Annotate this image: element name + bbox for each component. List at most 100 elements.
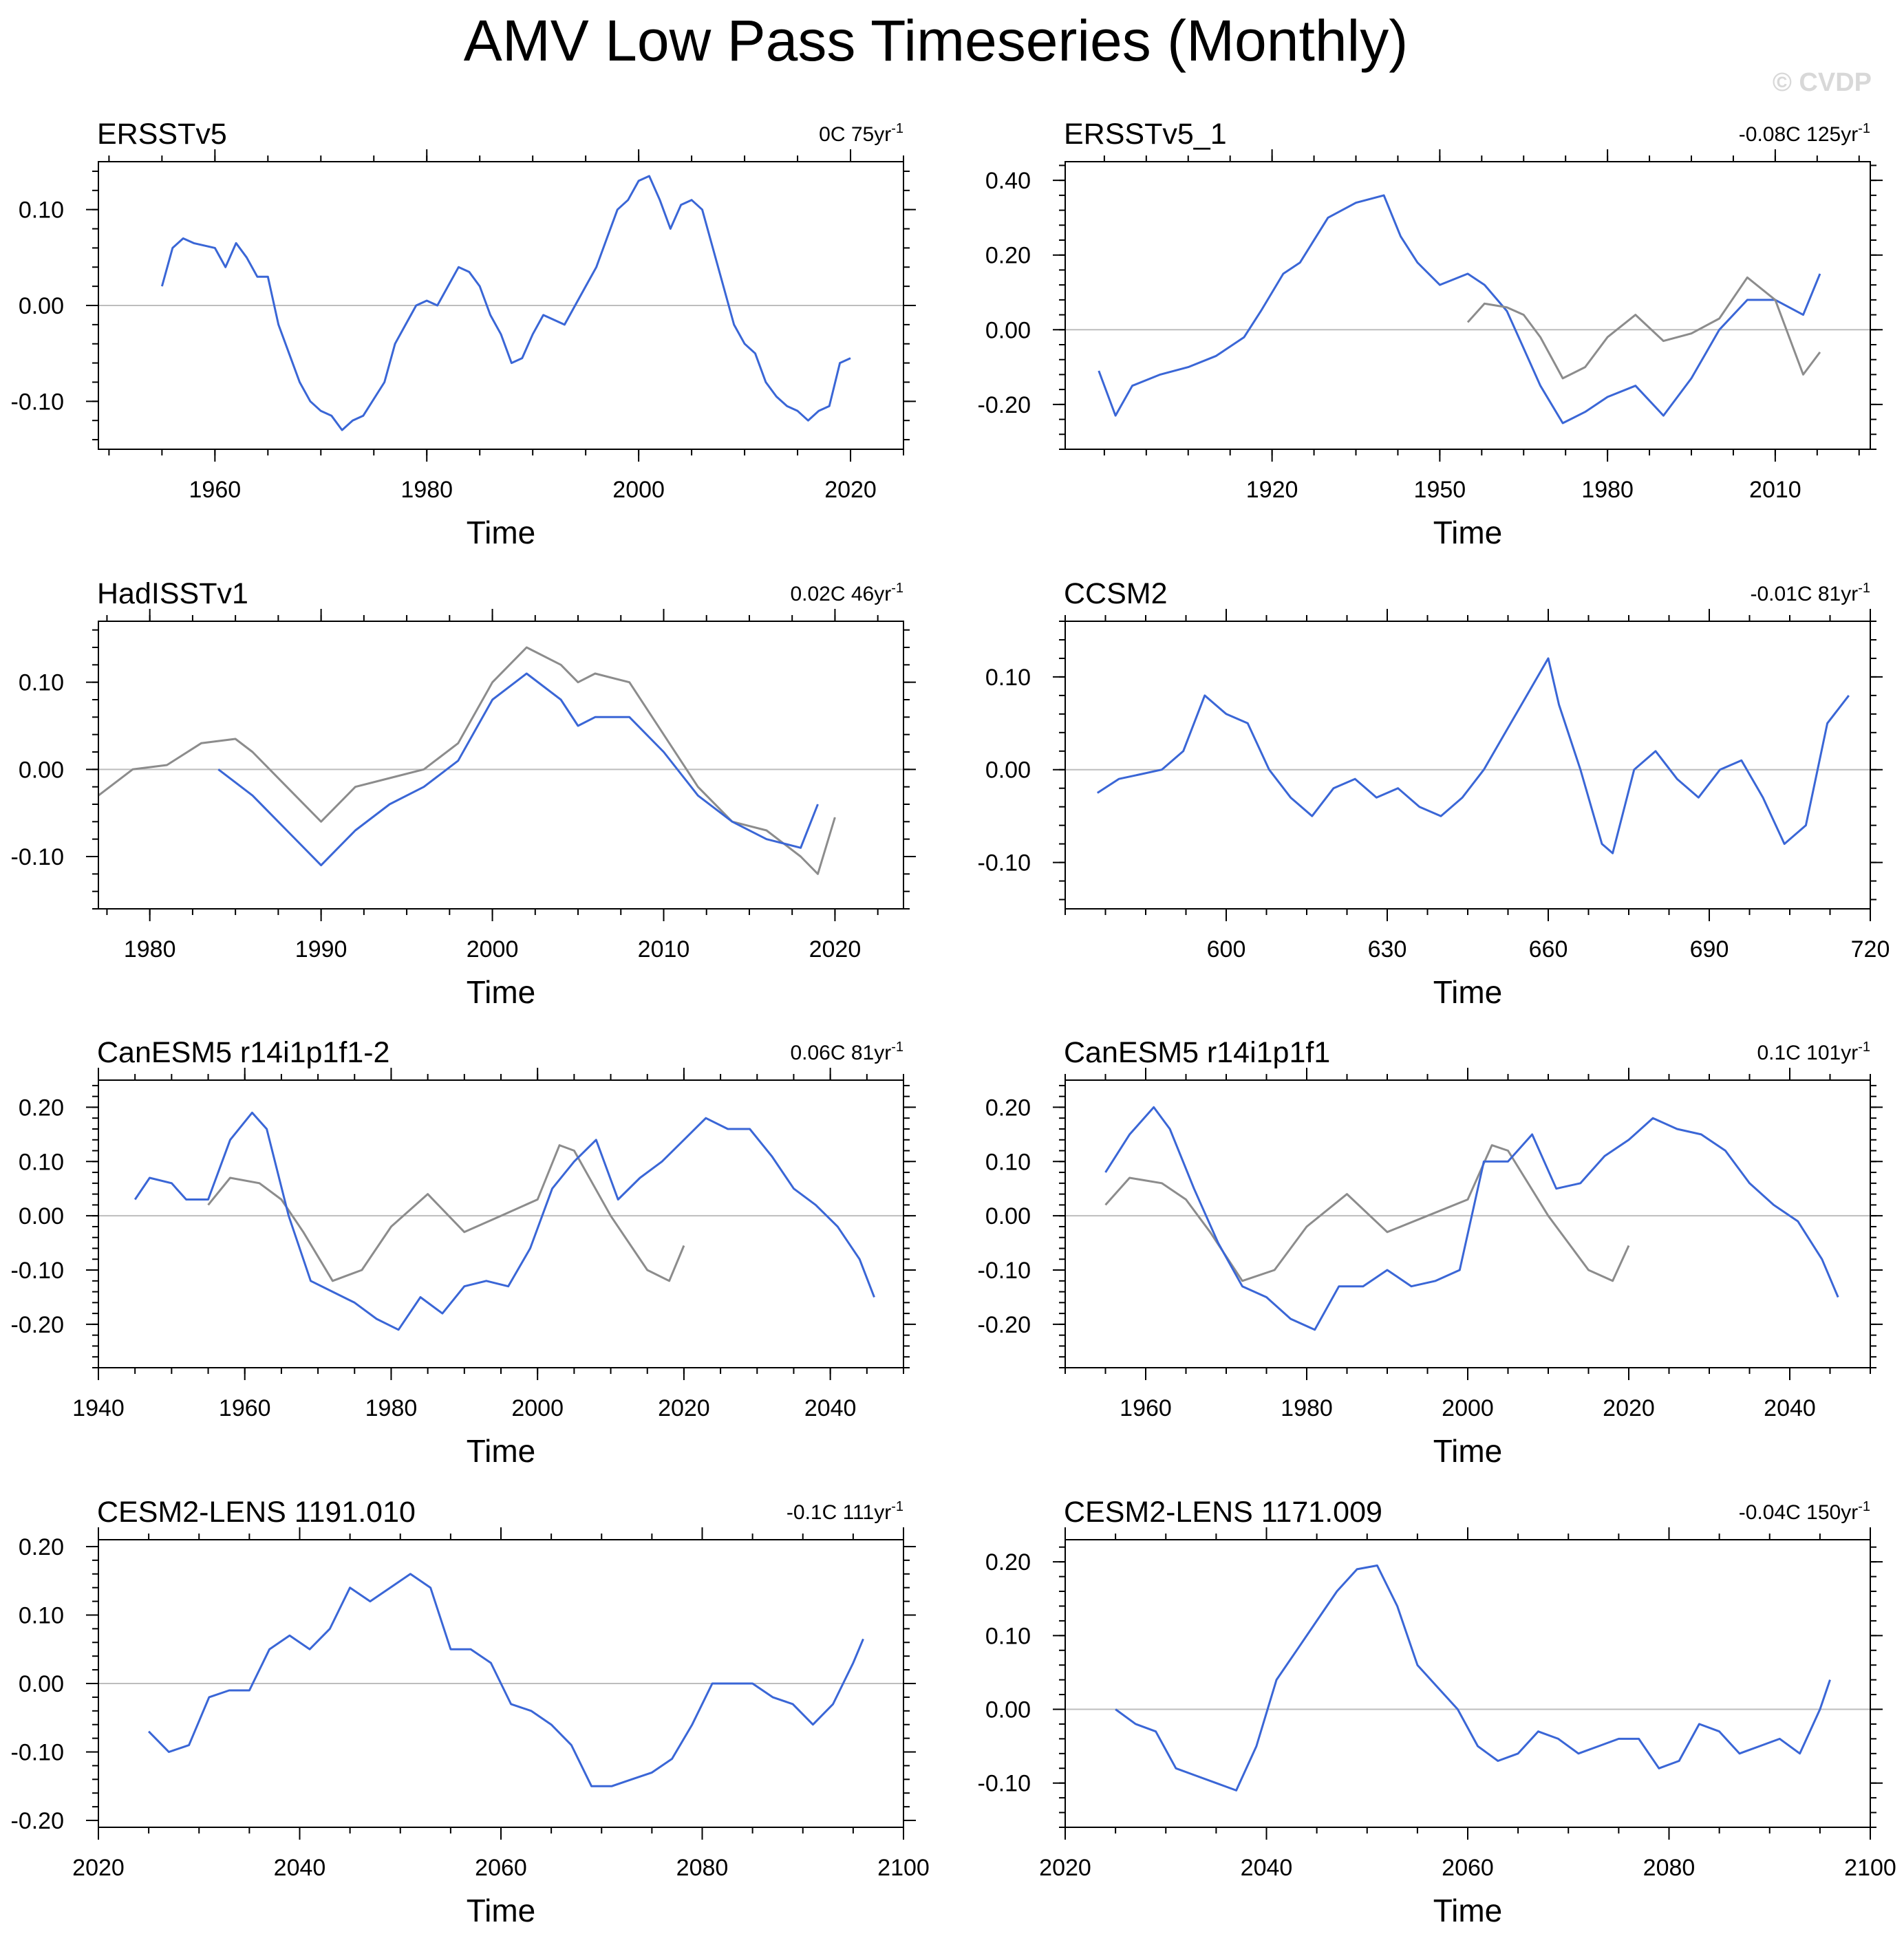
x-tick-label: 2020 <box>809 936 862 962</box>
y-tick-label: -0.10 <box>978 1771 1031 1797</box>
x-tick-label: 2000 <box>467 936 519 962</box>
panel-2: ERSSTv5_1 -0.08C 125yr-1 -0.20 0.00 0.20 0.40… <box>978 118 1883 550</box>
y-tick-label: -0.10 <box>11 389 65 415</box>
x-tick-label: 1940 <box>72 1395 125 1421</box>
y-tick-label: -0.10 <box>11 844 65 870</box>
y-tick-label: 0.10 <box>985 1623 1031 1649</box>
panel-title: CESM2-LENS 1191.010 <box>97 1496 416 1529</box>
panel-stat-text: 0C 75yr <box>819 123 891 146</box>
y-tick-label: -0.10 <box>978 850 1031 876</box>
panel-stat-superscript: -1 <box>1858 1040 1870 1055</box>
x-tick-label: 1960 <box>189 477 242 503</box>
panel-8: CESM2-LENS 1171.009 -0.04C 150yr-1 -0.10 0.… <box>978 1496 1896 1928</box>
panel-stat: -0.08C 125yr-1 <box>1739 121 1870 146</box>
x-axis-label: Time <box>467 515 536 550</box>
series-line <box>133 1111 875 1331</box>
x-tick-label: 2000 <box>1442 1395 1494 1421</box>
plot-frame <box>1065 161 1871 450</box>
y-tick-label: 0.20 <box>19 1095 64 1121</box>
series-line <box>148 1573 864 1787</box>
series-line <box>1098 194 1821 424</box>
reference-series-line <box>98 646 836 875</box>
x-tick-label: 1980 <box>1581 477 1634 503</box>
reference-series-line <box>1104 1144 1630 1282</box>
y-tick-label: 0.20 <box>985 1095 1031 1121</box>
x-tick-label: 2000 <box>612 477 665 503</box>
x-axis-label: Time <box>1433 1433 1503 1469</box>
y-tick-label: 0.10 <box>19 1602 64 1628</box>
panel-stat-text: -0.04C 150yr <box>1739 1501 1858 1524</box>
x-tick-label: 1980 <box>1281 1395 1333 1421</box>
panel-stat-superscript: -1 <box>1858 1499 1870 1514</box>
panel-stat: 0.06C 81yr-1 <box>790 1040 903 1064</box>
x-tick-label: 2010 <box>1749 477 1801 503</box>
series-line <box>1096 657 1850 854</box>
panel-stat-superscript: -1 <box>891 581 903 596</box>
x-tick-label: 600 <box>1207 936 1246 962</box>
x-axis-label: Time <box>467 1433 536 1469</box>
x-tick-label: 2080 <box>676 1855 729 1881</box>
plot-frame <box>1065 1079 1871 1368</box>
x-tick-label: 1950 <box>1414 477 1466 503</box>
plot-frame <box>1065 621 1871 910</box>
x-tick-label: 1920 <box>1246 477 1298 503</box>
panel-stat-text: -0.01C 81yr <box>1750 583 1858 605</box>
panel-stat-superscript: -1 <box>1858 581 1870 596</box>
panel-stat: 0.1C 101yr-1 <box>1757 1040 1870 1064</box>
x-tick-label: 2040 <box>1764 1395 1816 1421</box>
panel-stat-superscript: -1 <box>1858 121 1870 136</box>
x-tick-label: 2100 <box>877 1855 930 1881</box>
series-line <box>217 672 819 867</box>
x-axis-label: Time <box>1433 974 1503 1010</box>
panel-title: CanESM5 r14i1p1f1 <box>1064 1036 1330 1069</box>
y-tick-label: 0.10 <box>19 670 64 696</box>
panel-stat-superscript: -1 <box>891 1040 903 1055</box>
x-tick-label: 2020 <box>824 477 877 503</box>
plot-frame <box>98 1079 904 1368</box>
x-tick-label: 2010 <box>638 936 690 962</box>
y-tick-label: 0.20 <box>985 243 1031 269</box>
x-tick-label: 2020 <box>72 1855 125 1881</box>
x-tick-label: 2040 <box>274 1855 326 1881</box>
x-tick-label: 2060 <box>1442 1855 1494 1881</box>
panel-stat-text: -0.08C 125yr <box>1739 123 1858 146</box>
y-tick-label: 0.00 <box>19 757 64 783</box>
x-tick-label: 2020 <box>1603 1395 1655 1421</box>
y-tick-label: -0.10 <box>11 1258 65 1284</box>
x-tick-label: 1980 <box>400 477 453 503</box>
y-tick-label: 0.20 <box>985 1549 1031 1575</box>
y-tick-label: -0.20 <box>978 392 1031 418</box>
x-tick-label: 2060 <box>475 1855 527 1881</box>
y-tick-label: 0.00 <box>985 1203 1031 1229</box>
panel-6: CanESM5 r14i1p1f1 0.1C 101yr-1 -0.20 -0.10 0… <box>978 1036 1883 1469</box>
x-tick-label: 1960 <box>219 1395 271 1421</box>
panel-stat-text: 0.02C 46yr <box>790 583 891 605</box>
panel-stat-text: 0.06C 81yr <box>790 1042 891 1064</box>
panel-stat: 0C 75yr-1 <box>819 121 903 146</box>
y-tick-label: -0.10 <box>11 1740 65 1766</box>
panel-stat: 0.02C 46yr-1 <box>790 581 903 605</box>
panel-stat: -0.1C 111yr-1 <box>787 1499 903 1524</box>
y-tick-label: 0.00 <box>985 757 1031 784</box>
panel-1: ERSSTv5 0C 75yr-1 -0.10 0.00 0.10 1960 1980 200… <box>11 118 916 550</box>
figure-title: AMV Low Pass Timeseries (Monthly) <box>464 8 1408 73</box>
panel-stat-superscript: -1 <box>891 1499 903 1514</box>
watermark: © CVDP <box>1773 68 1872 97</box>
panel-title: CanESM5 r14i1p1f1-2 <box>97 1036 389 1069</box>
panel-stat-text: -0.1C 111yr <box>787 1501 891 1524</box>
x-tick-label: 720 <box>1851 936 1890 962</box>
x-tick-label: 690 <box>1690 936 1729 962</box>
x-tick-label: 660 <box>1529 936 1568 962</box>
x-tick-label: 2020 <box>1039 1855 1091 1881</box>
panel-stat: -0.01C 81yr-1 <box>1750 581 1870 605</box>
y-tick-label: 0.40 <box>985 168 1031 194</box>
panel-title: ERSSTv5 <box>97 118 227 151</box>
x-tick-label: 1980 <box>124 936 176 962</box>
y-tick-label: 0.10 <box>985 1149 1031 1175</box>
y-tick-label: 0.00 <box>19 1203 64 1229</box>
panel-4: CCSM2 -0.01C 81yr-1 -0.10 0.00 0.10 600 630 660… <box>978 577 1890 1010</box>
y-tick-label: 0.20 <box>19 1534 64 1560</box>
x-tick-label: 1980 <box>365 1395 418 1421</box>
panel-title: HadISSTv1 <box>97 577 248 610</box>
x-axis-label: Time <box>1433 515 1503 550</box>
